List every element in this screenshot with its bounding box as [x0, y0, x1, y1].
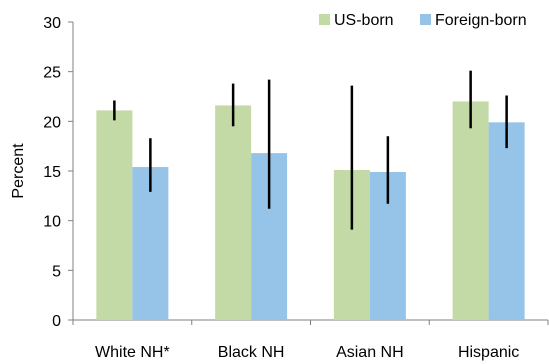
y-tick-label: 30 [43, 15, 61, 32]
bar [452, 101, 489, 320]
bars [96, 101, 525, 321]
x-axis: White NH* Black NH Asian NH Hispanic [72, 319, 549, 361]
y-tick-label: 5 [52, 263, 61, 280]
y-axis: 0 5 10 15 20 25 30 [43, 15, 74, 330]
bar [488, 122, 525, 321]
error-bars [113, 70, 508, 230]
y-tick-label: 20 [43, 114, 61, 131]
y-tick-label: 25 [43, 65, 61, 82]
legend-label: Foreign-born [435, 12, 527, 29]
bar [96, 110, 133, 320]
legend-label: US-born [334, 12, 394, 29]
bar [132, 167, 169, 320]
y-tick-label: 10 [43, 214, 61, 231]
y-axis-title: Percent [10, 143, 27, 199]
bar [215, 105, 252, 320]
y-tick-label: 15 [43, 164, 61, 181]
y-tick-label: 0 [52, 313, 61, 330]
legend-swatch [420, 14, 431, 25]
x-category-label: White NH* [95, 344, 170, 361]
legend: US-born Foreign-born [319, 12, 527, 29]
legend-swatch [319, 14, 330, 25]
x-category-label: Hispanic [458, 344, 519, 361]
x-category-label: Black NH [218, 344, 285, 361]
x-category-label: Asian NH [336, 344, 404, 361]
